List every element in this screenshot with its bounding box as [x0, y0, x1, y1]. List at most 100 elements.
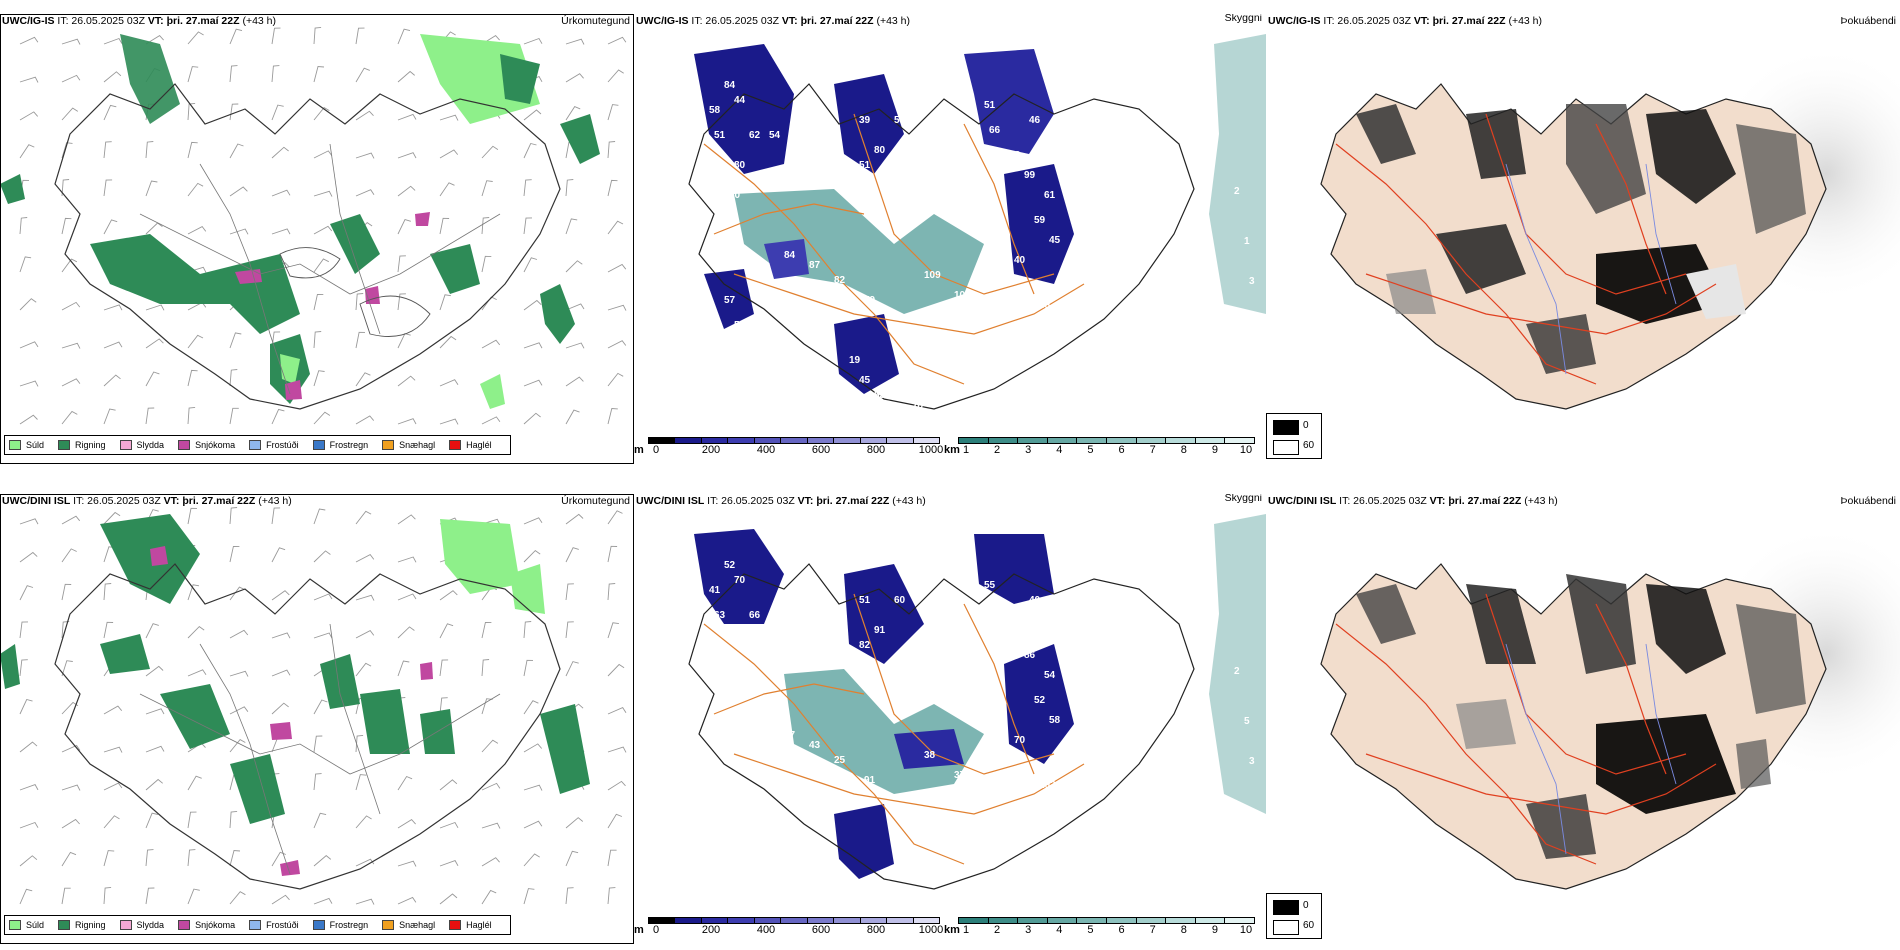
colorbar-tick-label: 2 [994, 444, 1000, 456]
wind-barb [524, 821, 542, 828]
ceiling-value-label: 66 [749, 610, 761, 621]
wind-barb [188, 335, 203, 348]
wind-barb [524, 218, 532, 234]
wind-barb [398, 627, 414, 638]
wind-barb [356, 153, 374, 158]
wind-barb [608, 409, 618, 425]
wind-barb [104, 816, 120, 828]
colorbar-segment [701, 437, 728, 444]
colorbar-unit: m [634, 924, 644, 936]
wind-barb [398, 256, 406, 272]
colorbar-segment [886, 917, 913, 924]
colorbar-segment [1017, 437, 1048, 444]
wind-barb [314, 151, 332, 158]
ceiling-value-label: 60 [894, 595, 906, 606]
wind-barb [314, 27, 321, 44]
wind-barb [272, 703, 289, 714]
wind-barb [608, 814, 622, 828]
panel-title: UWC/DINI ISL IT: 26.05.2025 03Z VT: þri.… [1268, 495, 1558, 507]
wind-barb [524, 701, 538, 714]
wind-barb [230, 707, 248, 714]
wind-barb [566, 410, 580, 424]
wind-barb [566, 584, 574, 600]
precip-patches [0, 514, 590, 876]
wind-barb [20, 785, 38, 790]
wind-barb [230, 671, 248, 676]
wind-barb [482, 740, 498, 752]
legend-label: Súld [26, 920, 44, 930]
ceiling-value-label: 52 [724, 560, 736, 571]
wind-barb [104, 747, 122, 752]
wind-barb [230, 892, 245, 904]
ceiling-value-label: 86 [1024, 650, 1036, 661]
colorbar-segment [1076, 917, 1107, 924]
colorbar-segment [648, 437, 675, 444]
fog-index-map-top: UWC/IG-IS IT: 26.05.2025 03Z VT: þri. 27… [1266, 14, 1900, 464]
lead-time: (+43 h) [889, 495, 925, 507]
visibility-haze-field [1209, 514, 1266, 814]
wind-barb [314, 108, 329, 120]
wind-barb [482, 891, 496, 905]
visibility-haze-field [1209, 34, 1266, 314]
colorbar-tick-label: 3 [1025, 444, 1031, 456]
valid-time: VT: þri. 27.maí 22Z [798, 495, 890, 507]
ceiling-value-label: 39 [859, 115, 871, 126]
wind-barb [524, 343, 542, 348]
wind-barb [356, 332, 365, 348]
wind-barb [440, 780, 457, 790]
legend-swatch [449, 920, 461, 930]
visibility-value-label: 2 [1234, 666, 1240, 677]
legend-item: Rigning [58, 440, 106, 450]
wind-barb [440, 624, 453, 638]
ceiling-value-label: 53 [734, 320, 746, 331]
wind-barb [230, 187, 247, 196]
init-time: IT: 26.05.2025 03Z [1339, 495, 1429, 507]
ceiling-value-label: 17 [784, 730, 796, 741]
wind-barb [230, 229, 248, 234]
fog-legend-label: 0 [1303, 900, 1309, 911]
wind-barb [146, 142, 153, 159]
ceiling-value-label: 35 [769, 610, 781, 621]
ceiling-value-label: 41 [709, 585, 721, 596]
fog-legend: 0 60 [1266, 893, 1322, 939]
wind-barb [62, 108, 78, 120]
wind-barb [272, 409, 284, 424]
colorbar-segment [1165, 437, 1196, 444]
colorbar-segment [886, 437, 913, 444]
model-name: UWC/DINI ISL [1268, 495, 1336, 507]
ceiling-value-label: 87 [809, 260, 821, 271]
wind-barb [482, 256, 491, 272]
rain-area [230, 754, 285, 824]
wind-barb [608, 623, 619, 638]
ceiling-value-label: 84 [784, 250, 796, 261]
ceiling-value-label: 63 [714, 610, 726, 621]
colorbar-segment [727, 437, 754, 444]
colorbar-unit: km [944, 444, 960, 456]
panel-name-fog: Þokuábendi [1841, 495, 1896, 507]
ceiling-value-label: 46 [889, 665, 901, 676]
wind-barb [398, 72, 415, 83]
wind-barb [146, 181, 157, 196]
wind-barb [608, 708, 626, 714]
ceiling-value-label: 100 [754, 175, 771, 186]
colorbar-segment [1224, 437, 1255, 444]
fog-legend-swatch [1273, 900, 1299, 915]
wind-barb [356, 416, 374, 424]
wind-barb [566, 39, 584, 44]
ceiling-value-label: 37 [754, 655, 766, 666]
wind-barb [356, 555, 374, 562]
colorbar-tick-label: 400 [757, 924, 775, 936]
colorbar-segment [860, 917, 887, 924]
panel-title: UWC/DINI ISL IT: 26.05.2025 03Z VT: þri.… [636, 495, 926, 507]
ceiling-colorbar: m 0 200 400 600 800 1000 [634, 917, 939, 941]
wind-barb [230, 144, 244, 158]
colorbar-tick-label: 4 [1056, 444, 1062, 456]
wind-barb [608, 781, 626, 790]
wind-barb [20, 257, 31, 272]
wind-barb [356, 631, 374, 638]
ceiling-value-label: 82 [1064, 740, 1076, 751]
ceiling-value-label: 53 [874, 390, 886, 401]
precip-patches [0, 34, 600, 409]
ceiling-value-label: 43 [809, 740, 821, 751]
wind-barb [104, 409, 116, 424]
